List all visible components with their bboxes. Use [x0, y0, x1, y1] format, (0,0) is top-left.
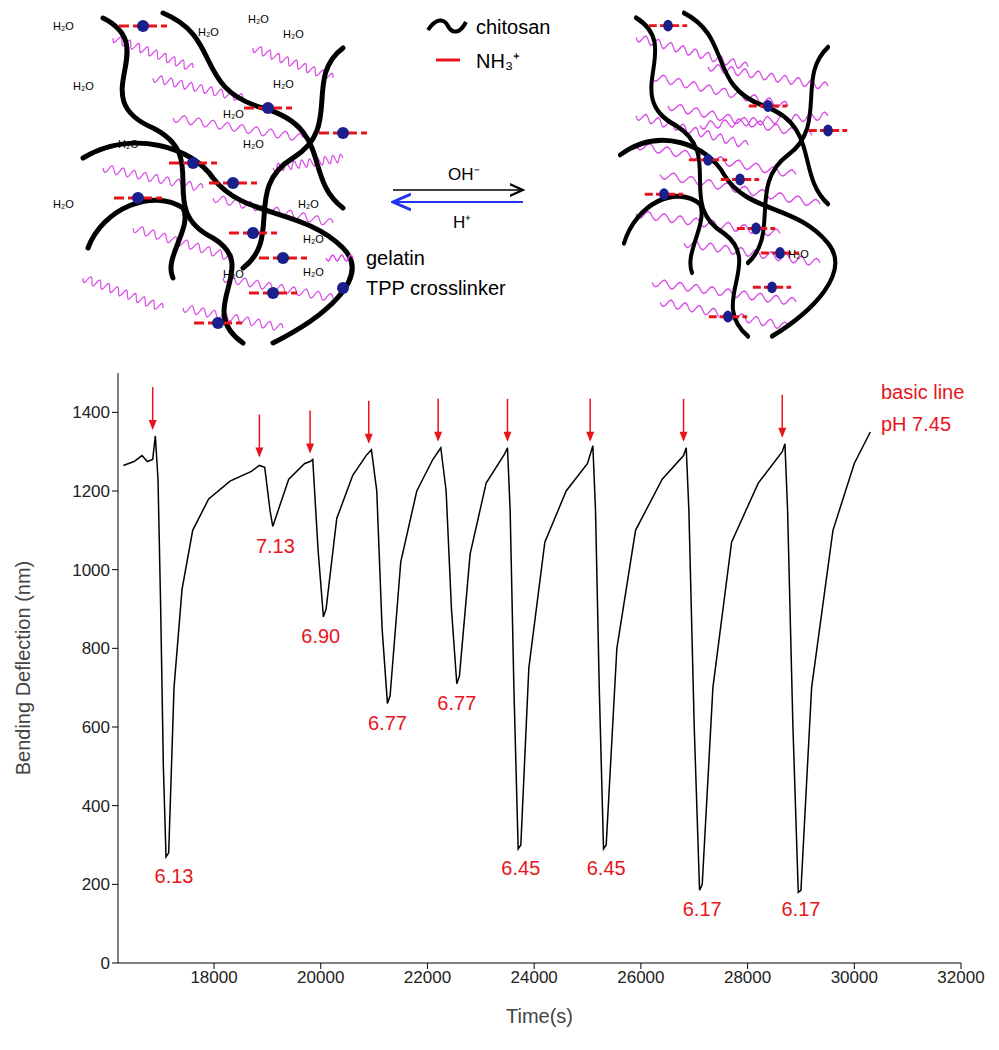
svg-text:6.45: 6.45: [587, 857, 626, 879]
svg-text:6.45: 6.45: [501, 857, 540, 879]
svg-text:0: 0: [101, 954, 110, 973]
svg-text:H₂O: H₂O: [248, 13, 269, 25]
svg-text:1000: 1000: [72, 561, 110, 580]
svg-text:H₂O: H₂O: [53, 198, 74, 210]
svg-text:1400: 1400: [72, 403, 110, 422]
svg-text:H₂O: H₂O: [223, 268, 244, 280]
svg-text:gelatin: gelatin: [366, 247, 425, 269]
svg-text:30000: 30000: [831, 968, 878, 987]
svg-text:18000: 18000: [190, 968, 237, 987]
svg-text:6.77: 6.77: [368, 712, 407, 734]
svg-text:20000: 20000: [297, 968, 344, 987]
svg-text:22000: 22000: [404, 968, 451, 987]
svg-text:chitosan: chitosan: [476, 16, 551, 38]
svg-text:H₂O: H₂O: [198, 26, 219, 38]
svg-text:24000: 24000: [511, 968, 558, 987]
svg-text:H₂O: H₂O: [223, 108, 244, 120]
svg-text:OH⁻: OH⁻: [448, 165, 480, 184]
svg-text:H₂O: H₂O: [273, 78, 294, 90]
svg-text:H₂O: H₂O: [243, 138, 264, 150]
svg-text:200: 200: [82, 875, 110, 894]
svg-text:NH₃⁺: NH₃⁺: [476, 50, 520, 72]
svg-text:basic line: basic line: [881, 381, 964, 403]
svg-text:H⁺: H⁺: [453, 213, 471, 232]
svg-text:H₂O: H₂O: [303, 233, 324, 245]
svg-text:28000: 28000: [724, 968, 771, 987]
svg-text:H₂O: H₂O: [283, 28, 304, 40]
svg-text:800: 800: [82, 639, 110, 658]
svg-text:H₂O: H₂O: [788, 248, 809, 260]
svg-text:26000: 26000: [617, 968, 664, 987]
svg-text:pH 7.45: pH 7.45: [881, 413, 951, 435]
svg-text:1200: 1200: [72, 482, 110, 501]
svg-text:TPP crosslinker: TPP crosslinker: [366, 277, 506, 299]
svg-text:6.17: 6.17: [781, 898, 820, 920]
svg-text:400: 400: [82, 797, 110, 816]
svg-text:Bending Deflection (nm): Bending Deflection (nm): [12, 561, 34, 776]
svg-text:H₂O: H₂O: [303, 266, 324, 278]
svg-text:6.13: 6.13: [155, 865, 194, 887]
svg-text:H₂O: H₂O: [53, 20, 74, 32]
svg-text:H₂O: H₂O: [118, 138, 139, 150]
svg-text:H₂O: H₂O: [298, 198, 319, 210]
svg-text:6.17: 6.17: [683, 898, 722, 920]
svg-text:6.77: 6.77: [437, 692, 476, 714]
svg-text:Time(s): Time(s): [506, 1005, 573, 1027]
svg-text:6.90: 6.90: [301, 625, 340, 647]
svg-text:32000: 32000: [937, 968, 984, 987]
svg-text:H₂O: H₂O: [73, 80, 94, 92]
svg-text:7.13: 7.13: [256, 535, 295, 557]
svg-text:600: 600: [82, 718, 110, 737]
